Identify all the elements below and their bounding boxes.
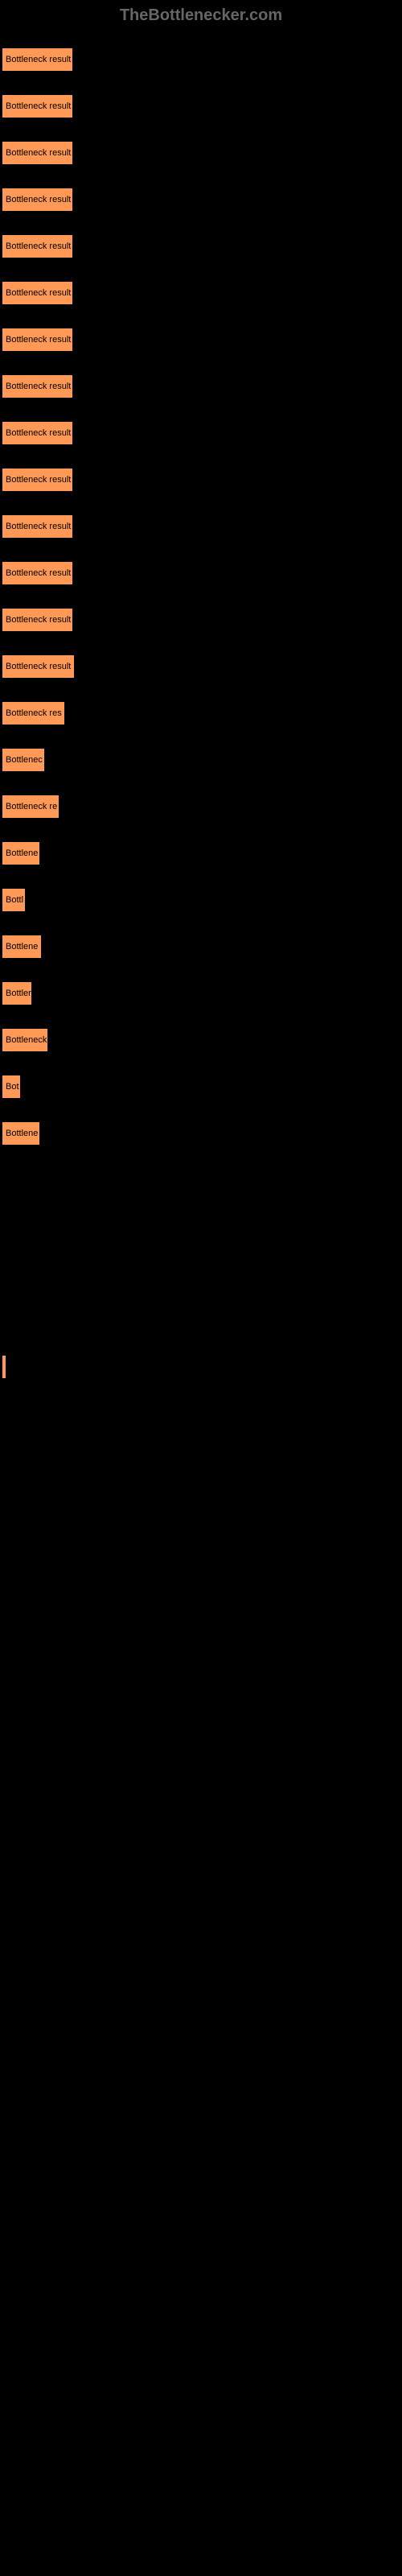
bar-label: Bottlene bbox=[6, 1129, 38, 1138]
bar-row bbox=[0, 1393, 402, 1434]
bar-row: Bottleneck result bbox=[0, 553, 402, 593]
chart-bar: Bottl bbox=[2, 888, 26, 912]
bar-label: Bottleneck re bbox=[6, 802, 57, 811]
bar-row: Bottleneck res bbox=[0, 693, 402, 733]
chart-bar bbox=[2, 1355, 6, 1379]
chart-bar: Bottlenec bbox=[2, 748, 45, 772]
bar-row: Bottlenec bbox=[0, 740, 402, 780]
bar-row: Bottleneck bbox=[0, 1020, 402, 1060]
bar-row: Bottl bbox=[0, 880, 402, 920]
bar-label: Bottleneck result bbox=[6, 568, 71, 578]
chart-bar: Bottleneck result bbox=[2, 514, 73, 539]
chart-bar: Bottlene bbox=[2, 1121, 40, 1146]
bar-label: Bottleneck result bbox=[6, 195, 71, 204]
bar-label: Bottleneck result bbox=[6, 148, 71, 158]
chart-bar: Bottleneck result bbox=[2, 328, 73, 352]
chart-bar: Bottleneck res bbox=[2, 701, 65, 725]
chart-bar: Bottleneck result bbox=[2, 281, 73, 305]
chart-bar: Bottleneck result bbox=[2, 654, 75, 679]
bar-label: Bottlene bbox=[6, 848, 38, 858]
bar-row: Bottleneck result bbox=[0, 226, 402, 266]
bar-row: Bottleneck result bbox=[0, 320, 402, 360]
bar-row: Bottleneck result bbox=[0, 413, 402, 453]
bar-row: Bottleneck re bbox=[0, 786, 402, 827]
chart-bar: Bot bbox=[2, 1075, 21, 1099]
chart-bar: Bottlene bbox=[2, 935, 42, 959]
chart-bar: Bottleneck re bbox=[2, 795, 59, 819]
bar-row: Bottleneck result bbox=[0, 646, 402, 687]
bar-label: Bottleneck result bbox=[6, 55, 71, 64]
chart-bar: Bottleneck result bbox=[2, 234, 73, 258]
bar-label: Bottleneck result bbox=[6, 662, 71, 671]
bar-row: Bottleneck result bbox=[0, 39, 402, 80]
bar-row bbox=[0, 1300, 402, 1340]
bar-row: Bottleneck result bbox=[0, 460, 402, 500]
bar-chart: Bottleneck result Bottleneck result Bottle… bbox=[0, 31, 402, 1448]
bar-label: Bottleneck result bbox=[6, 101, 71, 111]
bar-label: Bottleneck result bbox=[6, 428, 71, 438]
chart-bar: Bottleneck result bbox=[2, 141, 73, 165]
bar-row: Bottleneck result bbox=[0, 273, 402, 313]
page-header: TheBottlenecker.com bbox=[0, 0, 402, 31]
chart-bar: Bottlene bbox=[2, 841, 40, 865]
header-title: TheBottlenecker.com bbox=[120, 6, 282, 24]
bar-label: Bottleneck result bbox=[6, 382, 71, 391]
bar-label: Bottleneck result bbox=[6, 242, 71, 251]
bar-row: Bottleneck result bbox=[0, 133, 402, 173]
chart-bar: Bottleneck result bbox=[2, 608, 73, 632]
chart-bar: Bottleneck bbox=[2, 1028, 48, 1052]
bar-label: Bottleneck result bbox=[6, 475, 71, 485]
bar-label: Bottleneck result bbox=[6, 288, 71, 298]
bar-row bbox=[0, 1347, 402, 1387]
bar-row: Bot bbox=[0, 1067, 402, 1107]
bar-row: Bottlene bbox=[0, 833, 402, 873]
chart-bar: Bottleneck result bbox=[2, 421, 73, 445]
bar-row: Bottleneck result bbox=[0, 86, 402, 126]
bar-row: Bottleneck result bbox=[0, 366, 402, 407]
chart-bar: Bottleneck result bbox=[2, 188, 73, 212]
chart-bar: Bottler bbox=[2, 981, 32, 1005]
bar-row: Bottleneck result bbox=[0, 180, 402, 220]
bar-label: Bottleneck result bbox=[6, 522, 71, 531]
bar-row: Bottleneck result bbox=[0, 506, 402, 547]
bar-row: Bottlene bbox=[0, 1113, 402, 1154]
chart-bar: Bottleneck result bbox=[2, 561, 73, 585]
chart-bar: Bottleneck result bbox=[2, 468, 73, 492]
bar-row bbox=[0, 1253, 402, 1294]
chart-bar: Bottleneck result bbox=[2, 94, 73, 118]
bar-label: Bottlenec bbox=[6, 755, 43, 765]
bar-label: Bottler bbox=[6, 989, 31, 998]
bar-row: Bottler bbox=[0, 973, 402, 1013]
bar-row: Bottleneck result bbox=[0, 600, 402, 640]
bar-label: Bottlene bbox=[6, 942, 38, 952]
bar-row bbox=[0, 1160, 402, 1200]
bar-label: Bottleneck bbox=[6, 1035, 47, 1045]
chart-bar: Bottleneck result bbox=[2, 374, 73, 398]
bar-row: Bottlene bbox=[0, 927, 402, 967]
bar-label: Bot bbox=[6, 1082, 19, 1092]
bar-row bbox=[0, 1207, 402, 1247]
bar-label: Bottleneck result bbox=[6, 615, 71, 625]
bar-label: Bottl bbox=[6, 895, 23, 905]
bar-label: Bottleneck result bbox=[6, 335, 71, 345]
bar-label: Bottleneck res bbox=[6, 708, 62, 718]
chart-bar: Bottleneck result bbox=[2, 47, 73, 72]
